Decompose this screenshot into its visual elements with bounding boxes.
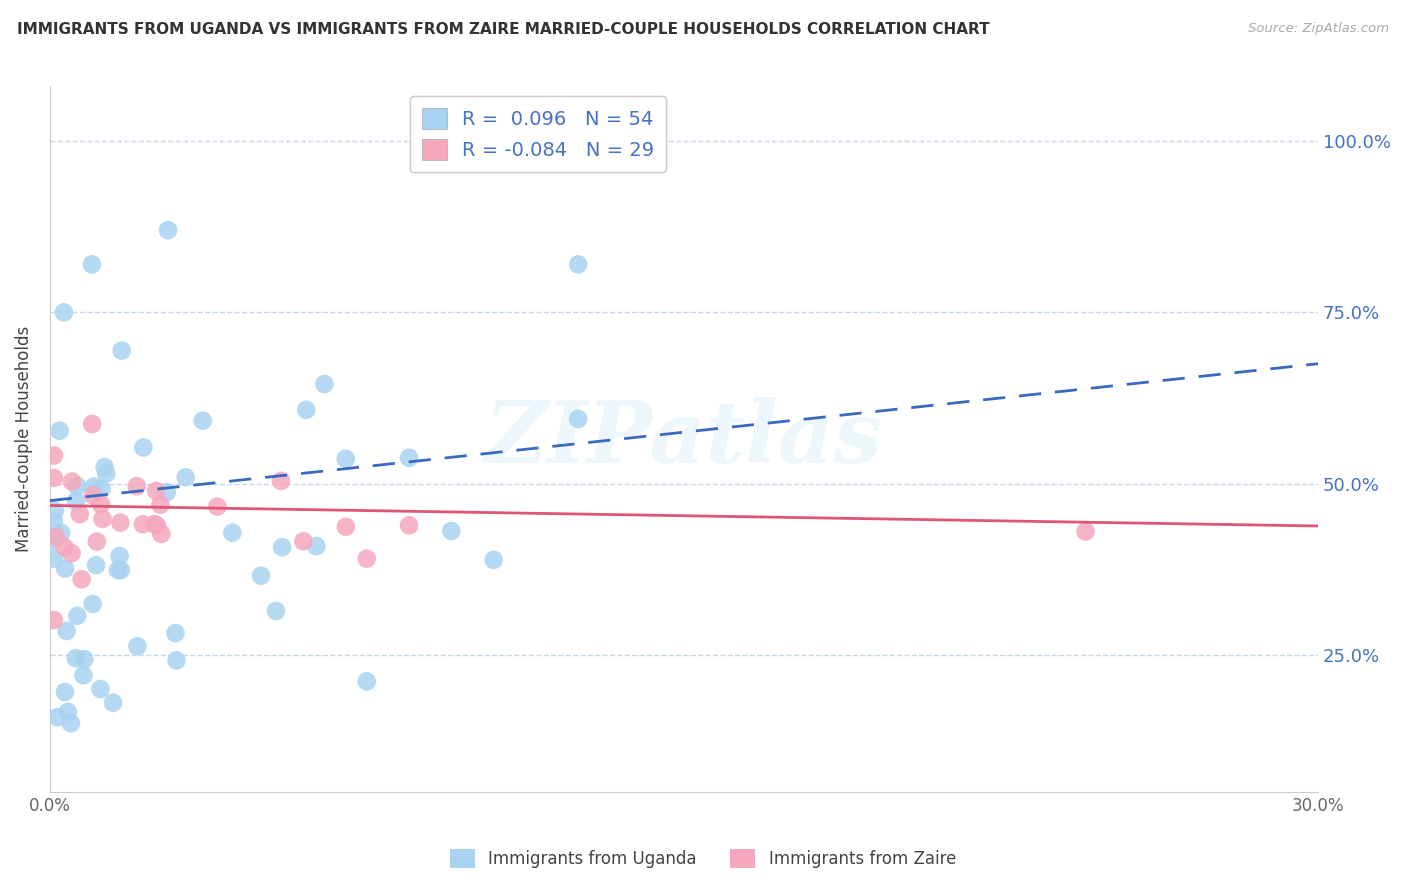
Point: [111, 343, 134, 358]
Point: [53, 541, 76, 555]
Point: [52, 305, 75, 319]
Legend: R =  0.096   N = 54, R = -0.084   N = 29: R = 0.096 N = 54, R = -0.084 N = 29: [411, 96, 666, 171]
Point: [125, 479, 148, 493]
Point: [96, 467, 118, 481]
Point: [53, 685, 76, 699]
Point: [42, 533, 65, 548]
Point: [69, 508, 91, 522]
Point: [42, 613, 65, 627]
Point: [55, 624, 77, 638]
Point: [82, 488, 104, 502]
Point: [482, 553, 505, 567]
Point: [66, 608, 89, 623]
Point: [143, 516, 166, 531]
Point: [174, 470, 197, 484]
Point: [305, 539, 328, 553]
Point: [70, 572, 93, 586]
Point: [45, 530, 67, 544]
Point: [295, 402, 318, 417]
Point: [132, 517, 155, 532]
Point: [110, 563, 132, 577]
Point: [221, 525, 243, 540]
Point: [72, 668, 94, 682]
Point: [42, 515, 65, 529]
Point: [110, 516, 132, 530]
Point: [314, 377, 336, 392]
Point: [80, 257, 103, 271]
Point: [53, 561, 76, 575]
Point: [191, 414, 214, 428]
Point: [398, 450, 420, 465]
Point: [46, 710, 69, 724]
Point: [127, 640, 149, 654]
Point: [90, 482, 112, 496]
Point: [356, 551, 378, 566]
Point: [60, 475, 83, 489]
Point: [157, 223, 180, 237]
Point: [146, 518, 169, 533]
Point: [271, 540, 294, 554]
Point: [73, 652, 96, 666]
Y-axis label: Married-couple Households: Married-couple Households: [15, 326, 32, 552]
Point: [86, 534, 108, 549]
Point: [335, 451, 357, 466]
Point: [250, 568, 273, 582]
Point: [108, 549, 131, 563]
Point: [42, 471, 65, 485]
Point: [156, 485, 179, 500]
Point: [65, 494, 87, 508]
Text: Source: ZipAtlas.com: Source: ZipAtlas.com: [1249, 22, 1389, 36]
Point: [150, 527, 173, 541]
Point: [165, 626, 187, 640]
Point: [101, 696, 124, 710]
Point: [48, 424, 70, 438]
Point: [90, 497, 112, 511]
Point: [56, 705, 79, 719]
Point: [264, 604, 287, 618]
Point: [149, 498, 172, 512]
Text: ZIPatlas: ZIPatlas: [485, 397, 883, 481]
Point: [145, 483, 167, 498]
Point: [82, 417, 104, 431]
Point: [59, 716, 82, 731]
Point: [1074, 524, 1097, 539]
Point: [207, 500, 229, 514]
Point: [44, 504, 66, 518]
Legend: Immigrants from Uganda, Immigrants from Zaire: Immigrants from Uganda, Immigrants from …: [443, 843, 963, 875]
Point: [567, 412, 589, 426]
Point: [93, 460, 115, 475]
Point: [49, 526, 72, 541]
Point: [440, 524, 463, 538]
Point: [292, 534, 315, 549]
Point: [60, 546, 83, 560]
Text: IMMIGRANTS FROM UGANDA VS IMMIGRANTS FROM ZAIRE MARRIED-COUPLE HOUSEHOLDS CORREL: IMMIGRANTS FROM UGANDA VS IMMIGRANTS FRO…: [17, 22, 990, 37]
Point: [65, 651, 87, 665]
Point: [82, 597, 104, 611]
Point: [89, 681, 111, 696]
Point: [91, 512, 114, 526]
Point: [83, 479, 105, 493]
Point: [84, 558, 107, 573]
Point: [356, 674, 378, 689]
Point: [398, 518, 420, 533]
Point: [166, 653, 188, 667]
Point: [270, 474, 292, 488]
Point: [42, 449, 65, 463]
Point: [66, 479, 89, 493]
Point: [567, 257, 589, 271]
Point: [42, 551, 65, 566]
Point: [107, 563, 129, 577]
Point: [335, 520, 357, 534]
Point: [132, 441, 155, 455]
